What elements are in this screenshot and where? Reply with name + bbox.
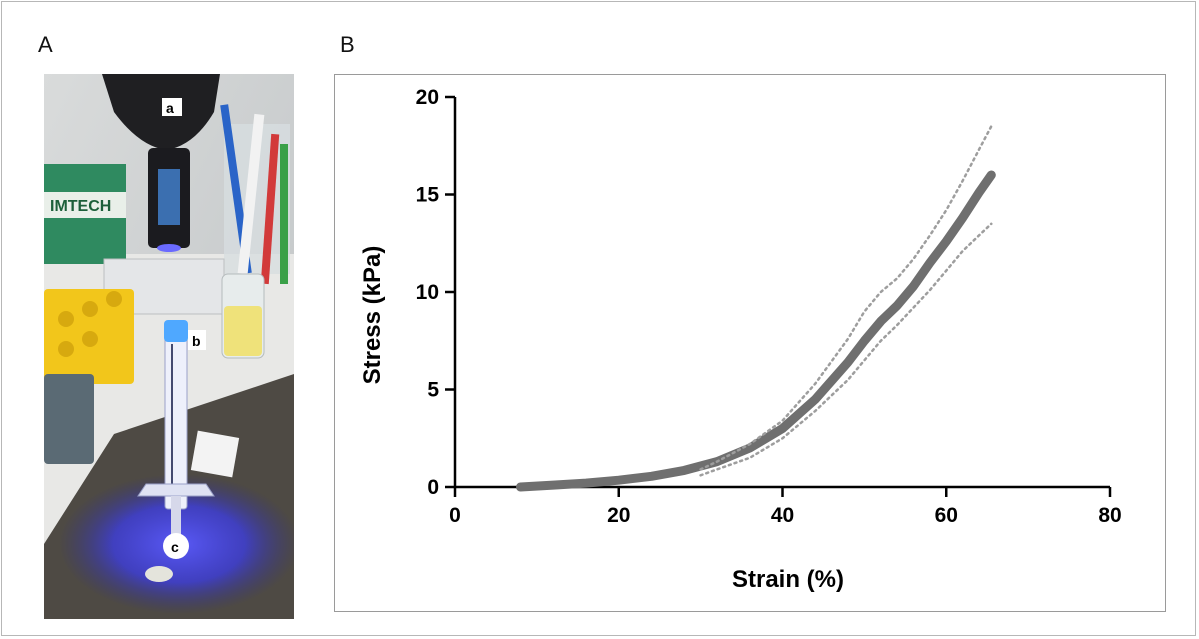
pen-red <box>260 133 280 285</box>
x-tick-label: 20 <box>607 504 630 527</box>
sample-piece <box>145 566 173 582</box>
paper-slip <box>190 430 240 478</box>
uv-lamp-tip <box>157 244 181 252</box>
tissue-box-label <box>44 192 126 218</box>
lower-bound-curve <box>699 222 993 477</box>
rack-hole <box>82 301 98 317</box>
y-axis-label: Stress (kPa) <box>359 246 386 385</box>
panel-a-label: A <box>38 32 53 57</box>
rack-hole <box>58 311 74 327</box>
x-tick-label: 0 <box>449 504 461 527</box>
experiment-photo: IMTECH a b <box>44 74 294 619</box>
vial-liquid <box>224 306 262 356</box>
chart-marks <box>516 125 996 492</box>
syringe-barrel <box>164 323 188 510</box>
y-tick-label: 20 <box>416 86 439 109</box>
x-axis-label: Strain (%) <box>732 566 844 593</box>
pen-green <box>280 144 288 284</box>
photo-illustration: IMTECH a b <box>44 74 294 619</box>
x-tick-label: 40 <box>771 504 794 527</box>
photo-label-b: b <box>192 333 201 349</box>
upper-bound-curve <box>699 125 993 471</box>
x-tick-label: 60 <box>935 504 958 527</box>
syringe-flange <box>137 483 215 497</box>
y-tick-label: 15 <box>416 184 440 207</box>
photo-label-c: c <box>171 539 179 555</box>
syringe-graduations <box>171 344 173 504</box>
uv-lamp-sticker <box>158 169 180 225</box>
syringe-glow-top <box>164 320 188 342</box>
grey-block <box>44 374 94 464</box>
pen-white <box>237 113 265 275</box>
photo-label-c-box <box>163 533 189 559</box>
uv-lamp-head <box>102 74 220 150</box>
stress-strain-chart: 0 20 40 60 80 0 5 10 15 20 Strain (%) Stress (kPa… <box>359 86 1122 593</box>
y-tick-label: 0 <box>427 476 439 499</box>
tissue-box-text: IMTECH <box>50 198 111 215</box>
y-tick-label: 10 <box>416 281 439 304</box>
panel-b-label: B <box>340 32 355 57</box>
mean-curve <box>516 170 996 492</box>
photo-label-a: a <box>166 100 174 116</box>
rack-hole <box>58 341 74 357</box>
chart-panel: 0 20 40 60 80 0 5 10 15 20 Strain (%) Stress (kPa… <box>334 74 1166 612</box>
photo-label-a-box <box>162 98 182 116</box>
y-tick-label: 5 <box>427 379 439 402</box>
rack-hole <box>82 331 98 347</box>
rack-hole <box>106 291 122 307</box>
photo-label-b-box <box>188 330 206 350</box>
x-tick-label: 80 <box>1098 504 1121 527</box>
syringe-tip <box>171 496 181 544</box>
chart-axes: 0 20 40 60 80 0 5 10 15 20 <box>416 86 1122 527</box>
